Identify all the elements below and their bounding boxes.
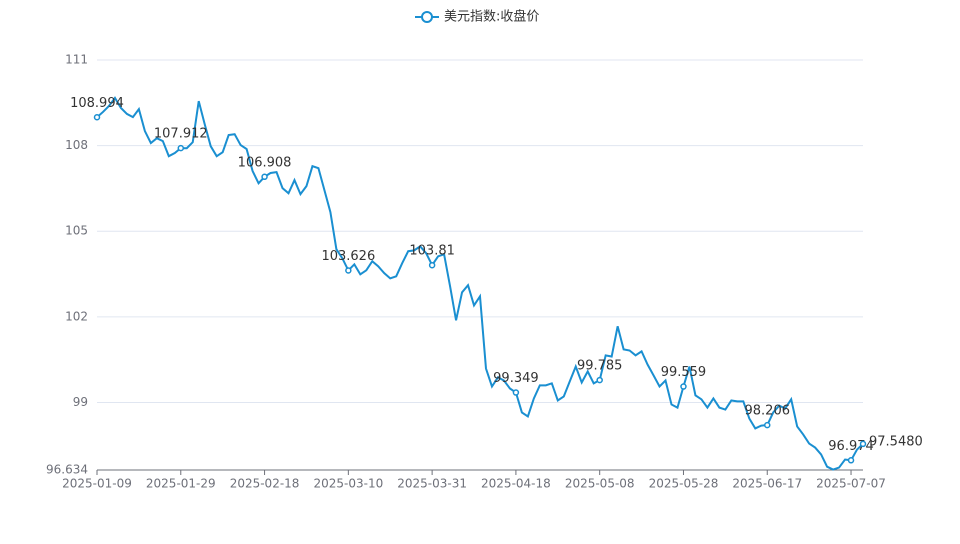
- y-tick-label: 102: [65, 309, 88, 323]
- y-tick-label: 111: [65, 53, 88, 67]
- point-marker: [428, 261, 436, 269]
- y-tick-label: 99: [73, 395, 88, 409]
- point-marker: [345, 267, 352, 274]
- x-tick-label: 2025-03-31: [397, 477, 467, 491]
- data-label: 103.81: [409, 244, 455, 259]
- x-tick-label: 2025-06-17: [732, 477, 802, 491]
- point-marker: [93, 114, 101, 121]
- data-label: 96.974: [828, 439, 874, 454]
- data-label: 99.559: [661, 365, 707, 380]
- x-tick-label: 2025-01-29: [146, 477, 216, 491]
- point-marker: [847, 457, 855, 464]
- point-marker: [512, 389, 520, 396]
- x-tick-label: 2025-07-07: [816, 477, 886, 491]
- data-label: 103.626: [321, 249, 375, 264]
- x-tick-label: 2025-03-10: [313, 477, 383, 491]
- x-tick-label: 2025-01-09: [62, 477, 132, 491]
- data-label: 108.994: [70, 96, 124, 111]
- legend-item[interactable]: 美元指数:收盘价: [415, 9, 539, 25]
- line: [96, 96, 864, 471]
- data-label: 106.908: [238, 155, 292, 170]
- point-marker: [177, 144, 185, 152]
- legend-label: 美元指数:收盘价: [444, 9, 539, 25]
- data-label: 98.206: [745, 404, 791, 419]
- legend-marker: [421, 11, 433, 23]
- x-tick-label: 2025-05-08: [565, 477, 635, 491]
- point-marker: [261, 173, 268, 181]
- point-marker: [680, 383, 687, 390]
- data-label: 97.5480: [869, 434, 923, 449]
- point-marker: [859, 440, 867, 448]
- data-label: 99.349: [493, 371, 539, 386]
- x-tick-label: 2025-02-18: [230, 477, 300, 491]
- y-tick-label: 108: [65, 138, 88, 152]
- y-tick-label: 105: [65, 224, 88, 238]
- x-tick-label: 2025-05-28: [649, 477, 719, 491]
- point-marker: [596, 376, 603, 384]
- point-marker: [764, 421, 771, 429]
- data-label: 107.912: [154, 127, 208, 142]
- y-tick-label: 96.634: [46, 463, 88, 477]
- data-label: 99.785: [577, 359, 623, 374]
- x-tick-label: 2025-04-18: [481, 477, 551, 491]
